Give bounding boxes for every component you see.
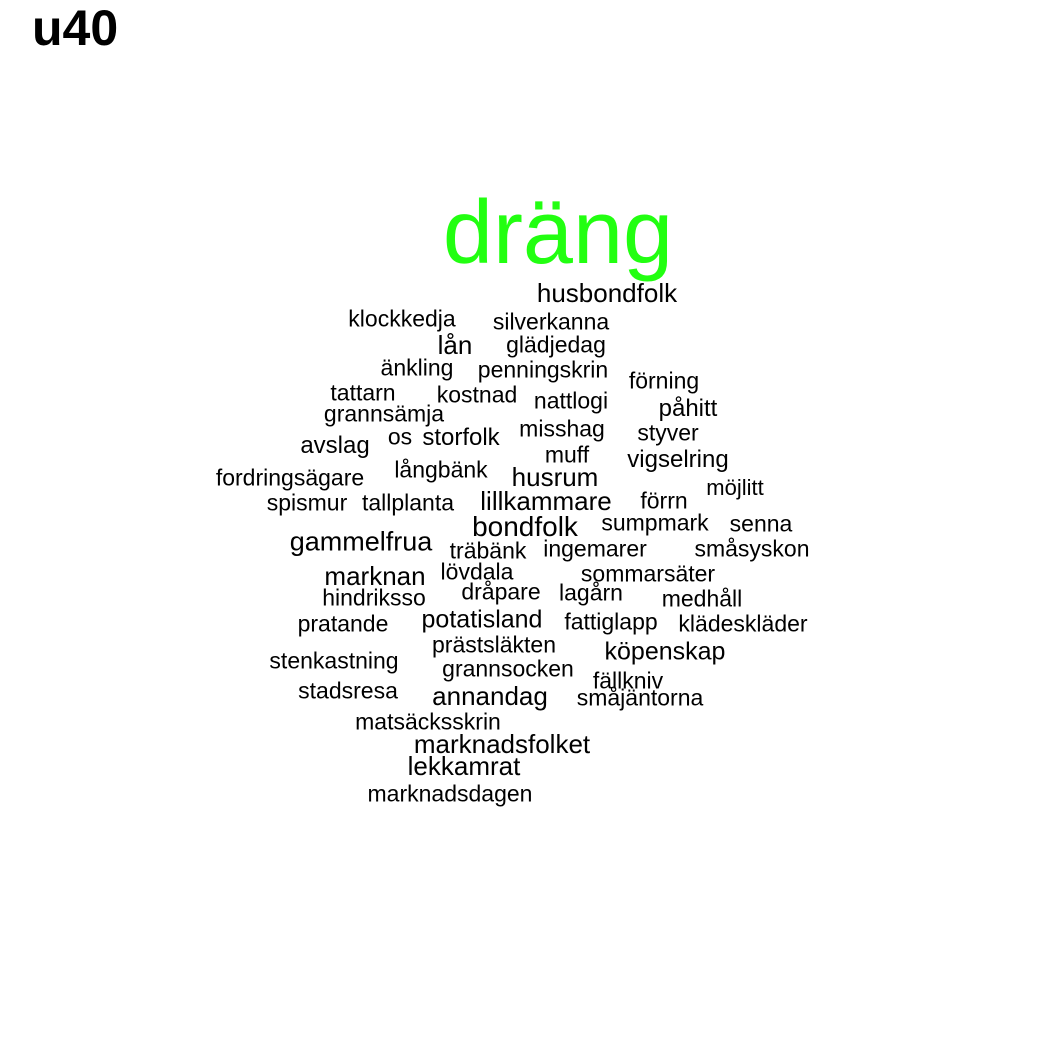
word-marknadsdagen: marknadsdagen: [367, 780, 533, 807]
word-kostnad: kostnad: [436, 381, 518, 408]
word-fallkniv: fällkniv: [592, 667, 664, 694]
word-langbank: långbänk: [394, 456, 488, 483]
word-grannsamja: grannsämja: [323, 400, 445, 427]
panel-label: u40: [32, 0, 119, 56]
word-annandag: annandag: [432, 681, 548, 711]
word-silverkanna: silverkanna: [492, 308, 610, 335]
word-husrum: husrum: [511, 462, 599, 492]
word-spismur: spismur: [266, 489, 348, 516]
word-marknadsfolket: marknadsfolket: [413, 729, 591, 759]
word-hindriksso: hindriksso: [322, 584, 426, 611]
word-lagarn: lagårn: [559, 579, 623, 606]
word-pahitt: påhitt: [658, 395, 718, 422]
word-kladesklader: klädeskläder: [678, 610, 808, 637]
word-storfolk: storfolk: [422, 424, 500, 451]
word-lovdala: lövdala: [440, 558, 514, 585]
word-pratande: pratande: [297, 610, 389, 637]
word-drapare: dråpare: [461, 578, 541, 605]
word-lan: lån: [437, 330, 473, 360]
word-senna: senna: [729, 510, 793, 537]
word-misshag: misshag: [519, 415, 605, 442]
word-forning: förning: [628, 367, 700, 394]
word-matsacksskrin: matsäcksskrin: [355, 708, 501, 735]
word-husbondfolk: husbondfolk: [536, 278, 678, 308]
word-smajantorna: småjäntorna: [576, 684, 704, 711]
word-fordringsagare: fordringsägare: [215, 464, 365, 491]
word-kopenskap: köpenskap: [604, 637, 726, 666]
word-penningskrin: penningskrin: [477, 356, 609, 383]
word-gladjedag: glädjedag: [506, 331, 606, 358]
word-sommarsater: sommarsäter: [580, 560, 716, 587]
word-ingemarer: ingemarer: [543, 535, 647, 562]
word-lillkammare: lillkammare: [480, 486, 612, 516]
word-medhall: medhåll: [661, 585, 743, 612]
word-stadsresa: stadsresa: [298, 677, 398, 704]
word-marknan: marknan: [324, 561, 426, 591]
word-klockkedja: klockkedja: [348, 305, 456, 332]
word-bondfolk: bondfolk: [472, 511, 578, 542]
word-fattiglapp: fattiglapp: [564, 608, 658, 635]
word-smasyskon: småsyskon: [694, 535, 810, 562]
word-tallplanta: tallplanta: [361, 489, 455, 516]
word-trabank: träbänk: [449, 537, 527, 564]
word-tattarn: tattarn: [330, 379, 396, 406]
word-potatisland: potatisland: [421, 605, 543, 634]
word-stenkastning: stenkastning: [269, 647, 399, 674]
word-avslag: avslag: [300, 432, 370, 459]
word-prastslakten: prästsläkten: [431, 631, 557, 658]
word-grannsocken: grannsocken: [442, 655, 574, 682]
word-lekkamrat: lekkamrat: [407, 751, 521, 781]
word-ankling: änkling: [380, 354, 454, 381]
word-styver: styver: [637, 419, 699, 446]
word-nattlogi: nattlogi: [533, 387, 609, 414]
word-sumpmark: sumpmark: [601, 509, 709, 536]
word-gammelfrua: gammelfrua: [289, 526, 433, 557]
word-forrn: förrn: [640, 487, 688, 514]
word-os: os: [387, 423, 413, 450]
word-drang: dräng: [442, 183, 674, 283]
word-muff: muff: [544, 441, 590, 468]
word-mojlitt: möjlitt: [706, 475, 764, 500]
word-vigselring: vigselring: [627, 446, 729, 473]
